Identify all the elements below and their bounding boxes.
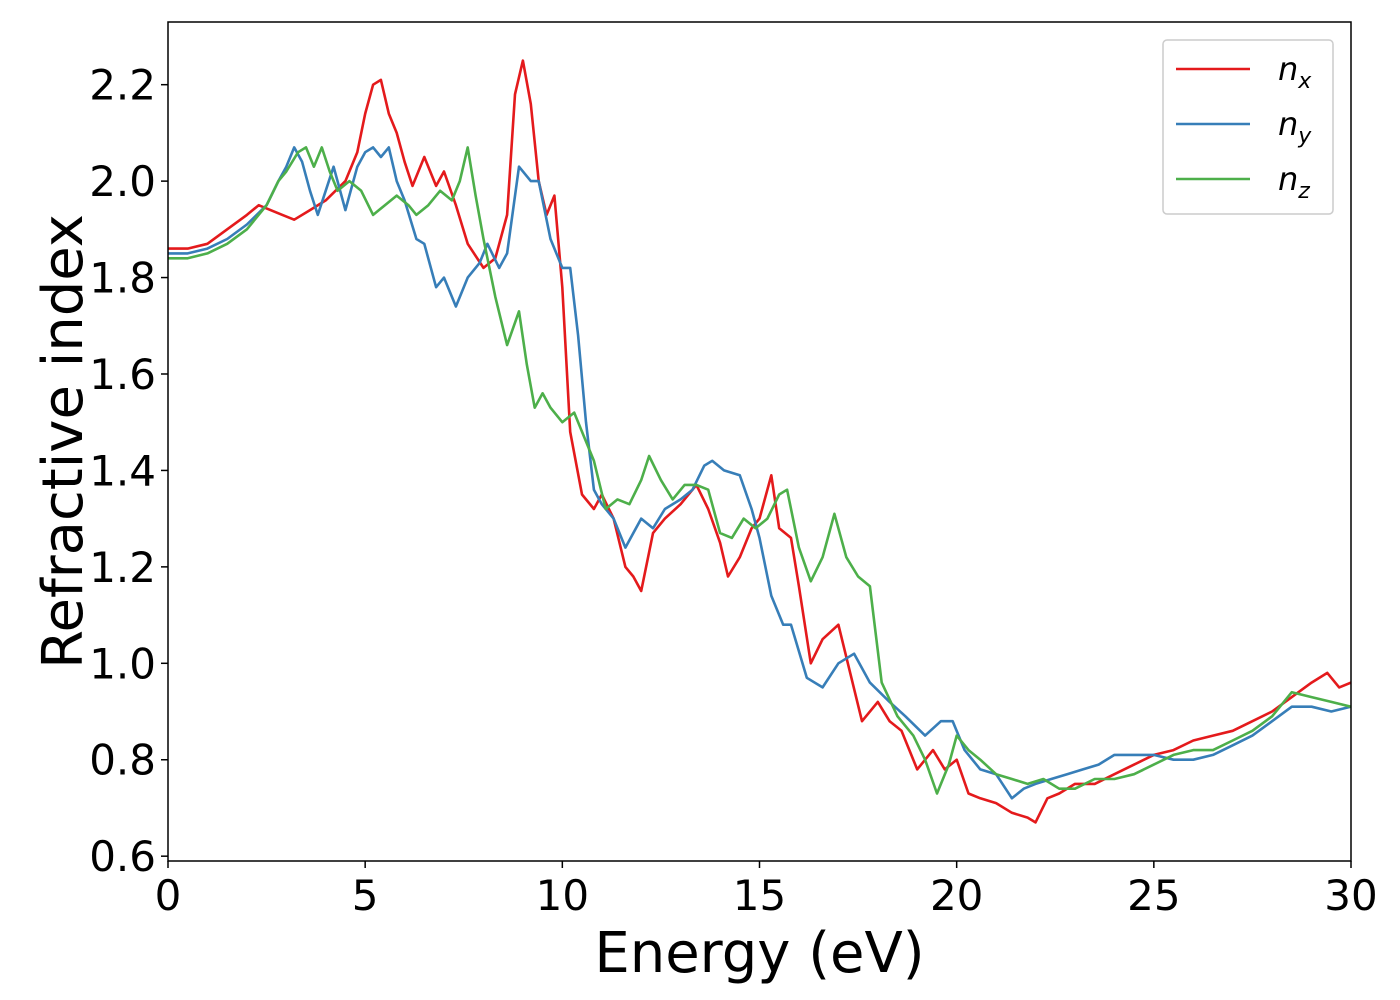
series-line-y: [168, 146, 1351, 800]
x-axis: 0 5 10 15 20 25 30: [155, 861, 1378, 920]
x-tick-label: 20: [930, 871, 983, 920]
y-axis: 0.6 0.8 1.0 1.2 1.4 1.6 1.8 2.0 2.2: [89, 61, 168, 881]
x-tick-label: 25: [1127, 871, 1180, 920]
y-tick-label: 2.0: [89, 157, 156, 206]
x-tick-label: 5: [352, 871, 379, 920]
y-tick-label: 1.6: [89, 350, 156, 399]
x-tick-label: 30: [1324, 871, 1377, 920]
x-tick-label: 15: [733, 871, 786, 920]
legend-label-z: nz: [1278, 160, 1310, 204]
y-tick-label: 1.8: [89, 254, 156, 303]
legend-box: [1162, 39, 1334, 215]
y-axis-label: Refractive index: [31, 214, 96, 669]
x-axis-label: Energy (eV): [594, 921, 924, 986]
series-line-z: [168, 146, 1351, 795]
x-tick-label: 0: [155, 871, 182, 920]
y-tick-label: 2.2: [89, 61, 156, 110]
legend: nx ny nz: [1162, 39, 1334, 215]
y-tick-label: 0.8: [89, 736, 156, 785]
legend-label-x: nx: [1278, 50, 1312, 94]
y-tick-label: 0.6: [89, 832, 156, 881]
y-tick-label: 1.0: [89, 639, 156, 688]
x-tick-label: 10: [536, 871, 589, 920]
legend-label-y: ny: [1278, 105, 1312, 149]
y-tick-label: 1.4: [89, 446, 156, 495]
y-tick-label: 1.2: [89, 543, 156, 592]
series-layer: [168, 59, 1351, 824]
